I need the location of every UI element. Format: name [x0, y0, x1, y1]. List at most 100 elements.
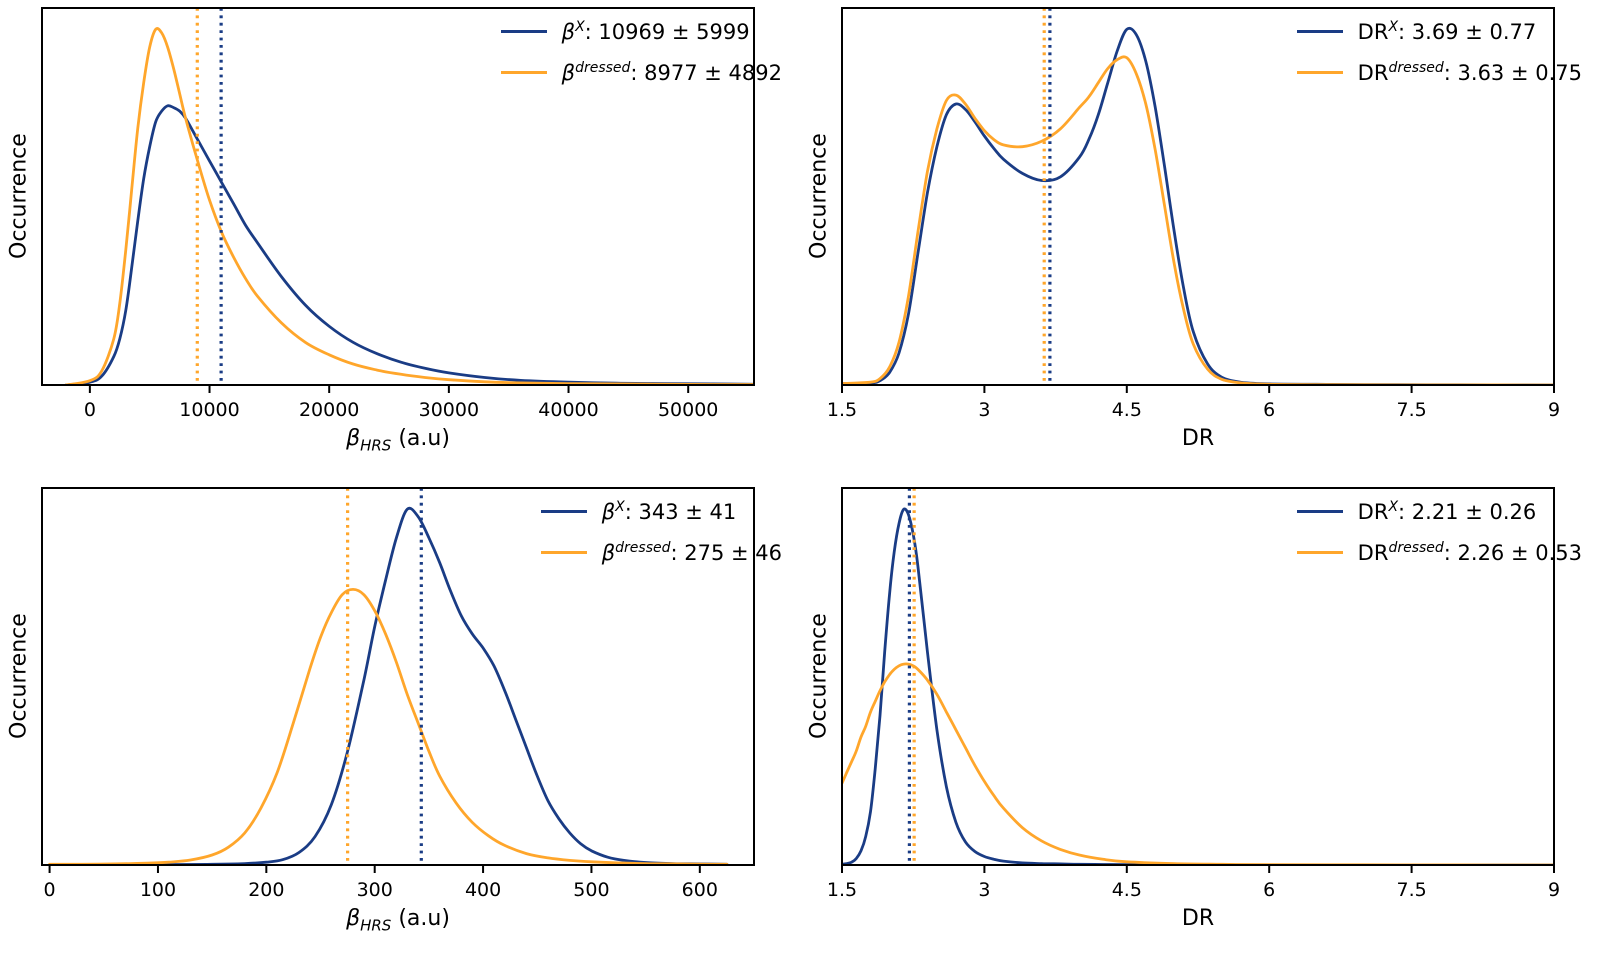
- legend-item-beta-dressed: βdressed: 8977 ± 4892: [500, 57, 782, 87]
- x-tick-label: 7.5: [1396, 399, 1426, 421]
- legend: βX: 343 ± 41 βdressed: 275 ± 46: [540, 496, 782, 567]
- legend-value: : 3.63 ± 0.75: [1443, 60, 1582, 85]
- panel-dr-bottom: Occurrence 1.5 3 4.5 6 7.5 9 DRX: 2.21 ± 0.26…: [800, 480, 1600, 959]
- legend-value: : 10969 ± 5999: [584, 19, 750, 44]
- x-tick-label: 20000: [299, 399, 359, 421]
- legend-label: βdressed: 8977 ± 4892: [562, 60, 782, 85]
- x-tick-label: 600: [682, 879, 718, 901]
- legend: DRX: 2.21 ± 0.26 DRdressed: 2.26 ± 0.53: [1296, 496, 1582, 567]
- x-tick-label: 3: [978, 879, 990, 901]
- legend-item-beta-x: βX: 343 ± 41: [540, 496, 782, 526]
- x-tick-label: 0: [44, 879, 56, 901]
- x-axis-label: βHRS (a.u): [346, 906, 450, 935]
- legend-label: βdressed: 275 ± 46: [602, 540, 782, 565]
- legend-line-blue: [1296, 29, 1343, 33]
- x-tick-label: 1.5: [827, 399, 857, 421]
- legend-superscript: X: [615, 498, 625, 515]
- x-tick-label: 30000: [419, 399, 479, 421]
- x-tick-label: 300: [357, 879, 393, 901]
- x-tick-label: 4.5: [1112, 399, 1142, 421]
- legend-line-blue: [540, 509, 587, 513]
- legend-superscript: X: [575, 18, 585, 35]
- legend-item-dr-dressed: DRdressed: 2.26 ± 0.53: [1296, 537, 1582, 567]
- y-axis-label: Occurrence: [6, 613, 32, 740]
- axes-border: [41, 487, 755, 866]
- kde-curve-orange: [842, 55, 1554, 385]
- panel-beta-hrs-bottom: Occurrence 0 100 200 300 400 500 600 βX: 343 ±…: [0, 480, 800, 959]
- x-tick-label: 100: [140, 879, 176, 901]
- x-axis-label: DR: [1181, 426, 1215, 451]
- x-tick-label: 10000: [179, 399, 239, 421]
- kde-curve-blue: [842, 26, 1554, 385]
- x-tick-label: 0: [84, 399, 96, 421]
- x-tick-label: 400: [465, 879, 501, 901]
- legend-line-orange: [540, 550, 587, 554]
- legend-value: : 275 ± 46: [670, 540, 782, 565]
- legend: βX: 10969 ± 5999 βdressed: 8977 ± 4892: [500, 16, 782, 87]
- legend-item-dr-x: DRX: 2.21 ± 0.26: [1296, 496, 1582, 526]
- legend-symbol: β: [561, 19, 576, 44]
- x-tick-label: 3: [978, 399, 990, 421]
- x-tick-label: 9: [1548, 399, 1560, 421]
- legend-label: DRX: 2.21 ± 0.26: [1358, 499, 1537, 524]
- plot-area-beta-top: 0 10000 20000 30000 40000 50000: [41, 7, 755, 421]
- legend-line-orange: [500, 70, 547, 74]
- x-tick-label: 1.5: [827, 879, 857, 901]
- y-axis-label: Occurrence: [806, 133, 832, 260]
- legend-line-blue: [500, 29, 547, 33]
- legend-symbol: DR: [1357, 499, 1389, 524]
- x-tick-label: 4.5: [1112, 879, 1142, 901]
- legend-item-dr-x: DRX: 3.69 ± 0.77: [1296, 16, 1582, 46]
- legend-symbol: β: [601, 540, 616, 565]
- legend-item-beta-x: βX: 10969 ± 5999: [500, 16, 782, 46]
- legend: DRX: 3.69 ± 0.77 DRdressed: 3.63 ± 0.75: [1296, 16, 1582, 87]
- y-axis-label: Occurrence: [806, 613, 832, 740]
- legend-superscript: dressed: [1388, 59, 1444, 76]
- axes-border: [841, 487, 1555, 866]
- legend-item-dr-dressed: DRdressed: 3.63 ± 0.75: [1296, 57, 1582, 87]
- legend-symbol: β: [561, 60, 576, 85]
- legend-value: : 3.69 ± 0.77: [1398, 19, 1537, 44]
- legend-label: DRdressed: 3.63 ± 0.75: [1358, 60, 1582, 85]
- x-tick-label: 7.5: [1396, 879, 1426, 901]
- legend-value: : 2.21 ± 0.26: [1398, 499, 1537, 524]
- plot-area-dr-top: 1.5 3 4.5 6 7.5 9: [827, 7, 1560, 421]
- legend-line-blue: [1296, 509, 1343, 513]
- legend-symbol: β: [601, 499, 616, 524]
- legend-superscript: dressed: [1388, 539, 1444, 556]
- plot-area-dr-bottom: 1.5 3 4.5 6 7.5 9: [827, 487, 1560, 901]
- legend-label: βX: 10969 ± 5999: [562, 19, 750, 44]
- legend-label: DRX: 3.69 ± 0.77: [1358, 19, 1537, 44]
- legend-value: : 8977 ± 4892: [630, 60, 782, 85]
- legend-superscript: dressed: [575, 59, 631, 76]
- x-tick-label: 9: [1548, 879, 1560, 901]
- kde-curve-orange: [48, 588, 729, 865]
- legend-item-beta-dressed: βdressed: 275 ± 46: [540, 537, 782, 567]
- legend-line-orange: [1296, 550, 1343, 554]
- x-tick-label: 6: [1263, 399, 1275, 421]
- kde-curve-orange: [842, 662, 1554, 865]
- x-tick-label: 200: [248, 879, 284, 901]
- legend-symbol: DR: [1357, 60, 1389, 85]
- x-tick-label: 50000: [658, 399, 718, 421]
- x-axis-label: DR: [1181, 906, 1215, 931]
- x-tick-label: 6: [1263, 879, 1275, 901]
- legend-value: : 343 ± 41: [624, 499, 737, 524]
- legend-label: DRdressed: 2.26 ± 0.53: [1358, 540, 1582, 565]
- axes-border: [41, 7, 755, 386]
- legend-symbol: DR: [1357, 540, 1389, 565]
- legend-superscript: X: [1388, 18, 1399, 35]
- legend-symbol: DR: [1357, 19, 1389, 44]
- x-tick-label: 40000: [538, 399, 598, 421]
- kde-curve-blue: [64, 104, 754, 385]
- plot-area-beta-bottom: 0 100 200 300 400 500 600: [41, 487, 755, 901]
- x-axis-label: βHRS (a.u): [346, 426, 450, 455]
- x-tick-label: 500: [573, 879, 609, 901]
- legend-superscript: X: [1388, 498, 1399, 515]
- kde-curve-blue: [48, 506, 729, 865]
- y-axis-label: Occurrence: [6, 133, 32, 260]
- panel-beta-hrs-top: Occurrence 0 10000 20000 30000 40000 50000 βX…: [0, 0, 800, 480]
- legend-label: βX: 343 ± 41: [602, 499, 737, 524]
- legend-superscript: dressed: [615, 539, 671, 556]
